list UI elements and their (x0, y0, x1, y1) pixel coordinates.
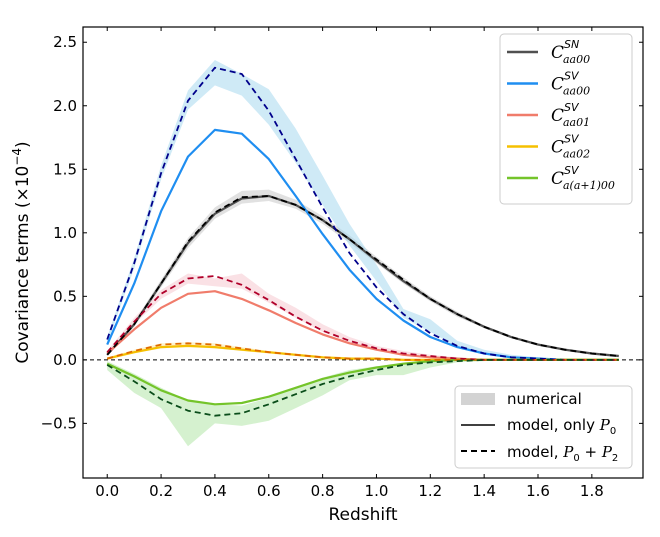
line-p0p2-sv00 (106, 66, 619, 361)
x-tick-label: 1.0 (365, 482, 389, 500)
style-legend-box (454, 385, 633, 469)
legend-label-sv02: CSV aa02 (551, 133, 590, 161)
y-axis-label: Covariance terms (×10−4) (10, 141, 33, 363)
legend-label-sv00: CSV aa00 (551, 70, 590, 98)
line-p0p2-sn (106, 195, 619, 357)
legend-label-sva1: CSV a(a+1)00 (551, 164, 615, 192)
legend-numerical-label: numerical (507, 390, 582, 408)
x-tick-label: 0.8 (311, 482, 335, 500)
y-tick-label: 2.0 (53, 97, 77, 115)
legend-label-sv01: CSV aa01 (551, 101, 590, 129)
legend-model-p0-label: model, only P0 (507, 416, 616, 437)
line-p0-sv01 (106, 290, 619, 361)
x-tick-label: 1.8 (580, 482, 604, 500)
x-tick-label: 1.4 (472, 482, 496, 500)
legend-label-sn: CSN aa00 (551, 38, 590, 66)
plot-frame (82, 26, 644, 479)
model-lines (106, 66, 619, 417)
x-axis-label: Redshift (328, 505, 397, 525)
series-legend: CSN aa00 CSV aa00 CSV aa01 CSV aa02 CSV a(a+1)00 (499, 33, 633, 205)
numerical-band-sva1 (107, 359, 619, 447)
line-p0p2-sva1 (106, 358, 619, 417)
legend-model-p0p2-label: model, P0 + P2 (507, 443, 618, 464)
x-tick-label: 1.2 (418, 482, 442, 500)
y-tick-label: 0.5 (53, 287, 77, 305)
x-tick-label: 1.6 (526, 482, 550, 500)
y-axis-ticks: −0.5 0.0 0.5 1.0 1.5 2.0 2.5 (41, 33, 643, 432)
x-tick-label: 0.0 (95, 482, 119, 500)
y-tick-label: 1.0 (53, 224, 77, 242)
numerical-band-sn (107, 189, 619, 358)
y-tick-label: 2.5 (53, 33, 77, 51)
x-axis-ticks: 0.0 0.2 0.4 0.6 0.8 1.0 1.2 1.4 1.6 1.8 (95, 27, 604, 500)
line-p0p2-sv01 (106, 275, 619, 361)
x-tick-label: 0.6 (257, 482, 281, 500)
numerical-band-sv01 (107, 273, 619, 360)
x-tick-label: 0.2 (149, 482, 173, 500)
numerical-bands (107, 60, 619, 447)
style-legend: numerical model, only P0 model, P0 + P2 (454, 385, 633, 469)
x-tick-label: 0.4 (203, 482, 227, 500)
y-tick-label: −0.5 (41, 414, 77, 432)
series-legend-box (499, 33, 633, 205)
numerical-band-sv02 (107, 342, 619, 360)
y-tick-label: 1.5 (53, 160, 77, 178)
legend-numerical-swatch (461, 393, 495, 405)
y-tick-label: 0.0 (53, 351, 77, 369)
